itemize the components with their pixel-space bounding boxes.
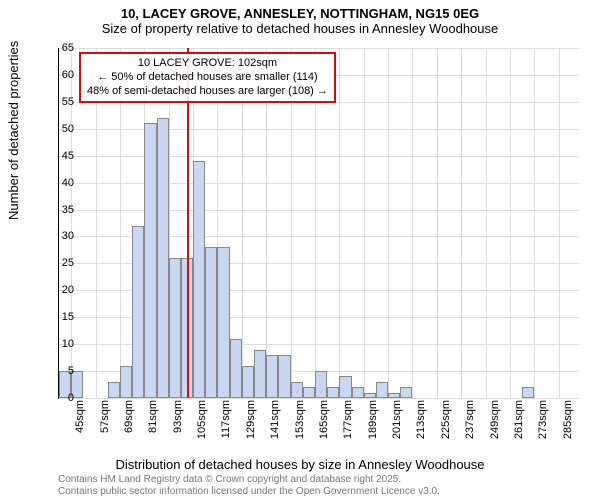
histogram-bar bbox=[339, 376, 351, 398]
gridline-v bbox=[364, 48, 365, 398]
gridline-v bbox=[486, 48, 487, 398]
x-tick-label: 237sqm bbox=[464, 400, 476, 439]
y-tick-label: 25 bbox=[44, 257, 74, 269]
y-tick-label: 15 bbox=[44, 311, 74, 323]
histogram-chart: 10, LACEY GROVE, ANNESLEY, NOTTINGHAM, N… bbox=[0, 0, 600, 500]
gridline-v bbox=[412, 48, 413, 398]
x-tick-label: 273sqm bbox=[537, 400, 549, 439]
x-tick-label: 129sqm bbox=[245, 400, 257, 439]
x-tick-label: 57sqm bbox=[99, 400, 111, 433]
gridline-h bbox=[59, 129, 579, 130]
y-tick-label: 35 bbox=[44, 204, 74, 216]
x-tick-label: 285sqm bbox=[562, 400, 574, 439]
chart-title: 10, LACEY GROVE, ANNESLEY, NOTTINGHAM, N… bbox=[0, 0, 600, 21]
histogram-bar bbox=[205, 247, 217, 398]
y-tick-label: 60 bbox=[44, 69, 74, 81]
x-tick-label: 189sqm bbox=[367, 400, 379, 439]
y-tick-label: 20 bbox=[44, 284, 74, 296]
gridline-v bbox=[534, 48, 535, 398]
histogram-bar bbox=[242, 366, 254, 398]
gridline-v bbox=[461, 48, 462, 398]
histogram-bar bbox=[266, 355, 278, 398]
chart-footer: Contains HM Land Registry data © Crown c… bbox=[58, 474, 440, 498]
histogram-bar bbox=[291, 382, 303, 398]
gridline-v bbox=[388, 48, 389, 398]
y-tick-label: 55 bbox=[44, 96, 74, 108]
histogram-bar bbox=[230, 339, 242, 398]
x-tick-label: 81sqm bbox=[147, 400, 159, 433]
histogram-bar bbox=[108, 382, 120, 398]
x-tick-label: 165sqm bbox=[318, 400, 330, 439]
histogram-bar bbox=[388, 393, 400, 398]
x-tick-label: 261sqm bbox=[513, 400, 525, 439]
gridline-h bbox=[59, 156, 579, 157]
y-tick-label: 5 bbox=[44, 365, 74, 377]
histogram-bar bbox=[327, 387, 339, 398]
histogram-bar bbox=[400, 387, 412, 398]
histogram-bar bbox=[278, 355, 290, 398]
footer-line2: Contains public sector information licen… bbox=[58, 486, 440, 498]
x-tick-label: 45sqm bbox=[74, 400, 86, 433]
gridline-h bbox=[59, 183, 579, 184]
x-tick-label: 249sqm bbox=[489, 400, 501, 439]
gridline-h bbox=[59, 398, 579, 399]
histogram-bar bbox=[376, 382, 388, 398]
x-tick-label: 201sqm bbox=[391, 400, 403, 439]
x-tick-label: 225sqm bbox=[440, 400, 452, 439]
gridline-h bbox=[59, 210, 579, 211]
x-tick-label: 69sqm bbox=[123, 400, 135, 433]
x-tick-label: 141sqm bbox=[269, 400, 281, 439]
marker-annotation-box: 10 LACEY GROVE: 102sqm ← 50% of detached… bbox=[79, 52, 336, 103]
annotation-line3: 48% of semi-detached houses are larger (… bbox=[87, 85, 328, 99]
y-tick-label: 65 bbox=[44, 42, 74, 54]
x-tick-label: 153sqm bbox=[294, 400, 306, 439]
x-tick-label: 117sqm bbox=[220, 400, 232, 438]
footer-line1: Contains HM Land Registry data © Crown c… bbox=[58, 474, 440, 486]
histogram-bar bbox=[157, 118, 169, 398]
gridline-v bbox=[339, 48, 340, 398]
histogram-bar bbox=[254, 350, 266, 398]
gridline-v bbox=[559, 48, 560, 398]
x-tick-label: 177sqm bbox=[342, 400, 354, 439]
annotation-line2: ← 50% of detached houses are smaller (11… bbox=[87, 71, 328, 85]
x-tick-label: 213sqm bbox=[415, 400, 427, 439]
y-tick-label: 0 bbox=[44, 392, 74, 404]
plot-area: 10 LACEY GROVE: 102sqm ← 50% of detached… bbox=[58, 48, 579, 399]
gridline-v bbox=[437, 48, 438, 398]
y-tick-label: 10 bbox=[44, 338, 74, 350]
histogram-bar bbox=[315, 371, 327, 398]
gridline-h bbox=[59, 48, 579, 49]
histogram-bar bbox=[522, 387, 534, 398]
histogram-bar bbox=[217, 247, 229, 398]
histogram-bar bbox=[303, 387, 315, 398]
histogram-bar bbox=[144, 123, 156, 398]
x-tick-label: 105sqm bbox=[196, 400, 208, 439]
histogram-bar bbox=[352, 387, 364, 398]
y-tick-label: 30 bbox=[44, 230, 74, 242]
histogram-bar bbox=[120, 366, 132, 398]
chart-subtitle: Size of property relative to detached ho… bbox=[0, 21, 600, 40]
histogram-bar bbox=[193, 161, 205, 398]
y-axis-label: Number of detached properties bbox=[6, 41, 21, 220]
histogram-bar bbox=[169, 258, 181, 398]
histogram-bar bbox=[364, 393, 376, 398]
x-tick-label: 93sqm bbox=[172, 400, 184, 433]
y-tick-label: 45 bbox=[44, 150, 74, 162]
y-tick-label: 40 bbox=[44, 177, 74, 189]
y-tick-label: 50 bbox=[44, 123, 74, 135]
histogram-bar bbox=[132, 226, 144, 398]
x-axis-label: Distribution of detached houses by size … bbox=[0, 457, 600, 472]
gridline-v bbox=[510, 48, 511, 398]
annotation-line1: 10 LACEY GROVE: 102sqm bbox=[87, 57, 328, 71]
